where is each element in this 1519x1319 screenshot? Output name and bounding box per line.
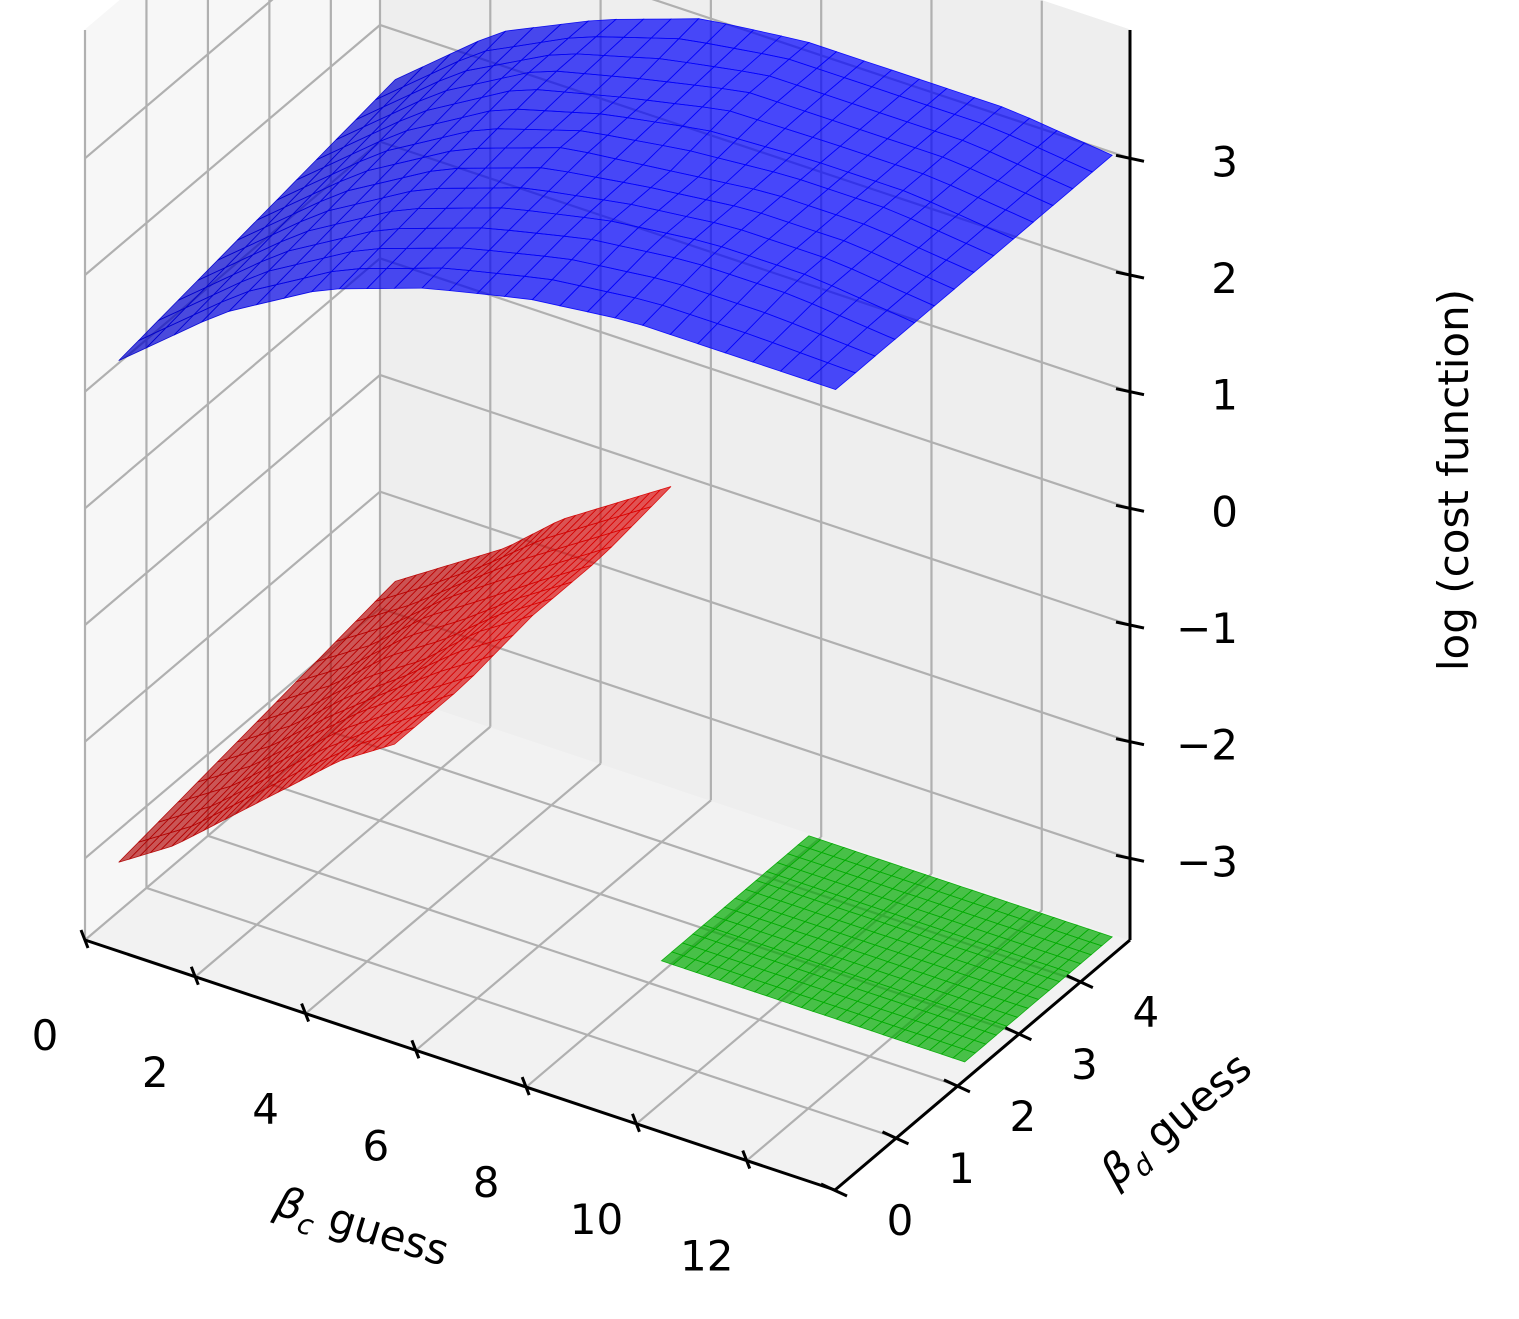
z-grid-line-left bbox=[84, 257, 381, 510]
z-tick bbox=[1115, 853, 1145, 863]
z-grid-line-back bbox=[379, 490, 1131, 743]
surface-facet bbox=[383, 727, 415, 748]
y-axis-title-rest: guess bbox=[1125, 1042, 1261, 1167]
y-tick-label: 4 bbox=[1132, 988, 1159, 1037]
z-tick-label: 1 bbox=[1211, 371, 1238, 420]
y-tick bbox=[1004, 1026, 1033, 1042]
surface-series-1 bbox=[118, 486, 672, 863]
z-tick-label: −1 bbox=[1176, 604, 1238, 653]
x-tick-label: 4 bbox=[252, 1085, 279, 1134]
z-grid-line-left bbox=[84, 0, 274, 160]
x-tick-label: 6 bbox=[363, 1121, 390, 1170]
x-tick bbox=[410, 1039, 421, 1059]
z-grid-line-left bbox=[84, 24, 381, 276]
z-tick-label: 3 bbox=[1211, 137, 1238, 186]
z-grid-line-back bbox=[379, 607, 1131, 860]
y-tick bbox=[820, 1182, 848, 1198]
y-tick-label: 2 bbox=[1010, 1092, 1037, 1141]
y-tick-label: 1 bbox=[948, 1144, 975, 1193]
x-tick bbox=[520, 1076, 531, 1096]
z-tick bbox=[1115, 620, 1145, 630]
z-tick bbox=[1115, 387, 1145, 397]
y-grid-line-floor bbox=[146, 886, 897, 1139]
y-tick bbox=[943, 1078, 971, 1094]
z-tick bbox=[1115, 503, 1145, 513]
surface-facet bbox=[952, 1048, 976, 1063]
x-tick bbox=[300, 1002, 310, 1023]
z-tick-label: 2 bbox=[1211, 254, 1238, 303]
surface-series-2 bbox=[660, 835, 1114, 1063]
surface-facet bbox=[807, 362, 857, 391]
x-tick-label: 10 bbox=[570, 1195, 623, 1244]
y-tick-label: 3 bbox=[1071, 1040, 1098, 1089]
z-tick bbox=[1115, 737, 1145, 747]
z-tick-label: −2 bbox=[1176, 721, 1238, 770]
surface-series-0 bbox=[118, 18, 1113, 391]
z-grid-line-back bbox=[379, 373, 1131, 627]
x-axis-title-rest: guess bbox=[310, 1189, 455, 1276]
z-tick bbox=[1115, 153, 1145, 163]
y-axis-title: βd guess bbox=[1090, 1042, 1265, 1202]
z-grid-line-left bbox=[84, 490, 381, 743]
y-tick bbox=[1066, 974, 1094, 990]
x-tick bbox=[631, 1113, 641, 1133]
surfaces bbox=[118, 18, 1114, 1063]
x-tick bbox=[189, 966, 200, 986]
x-tick-label: 0 bbox=[32, 1011, 59, 1060]
x-tick-label: 12 bbox=[680, 1232, 733, 1281]
z-tick-label: −3 bbox=[1176, 837, 1238, 886]
y-tick bbox=[881, 1130, 910, 1146]
z-grid-line-back bbox=[379, 257, 1131, 510]
y-grid-line-floor bbox=[207, 834, 959, 1087]
x-axis-line bbox=[84, 938, 836, 1192]
z-tick-label: 0 bbox=[1211, 487, 1238, 536]
x-tick bbox=[741, 1150, 752, 1170]
x-tick-label: 8 bbox=[473, 1158, 500, 1207]
z-grid-line-left bbox=[84, 374, 381, 626]
x-axis-title: βc guess bbox=[267, 1176, 455, 1282]
x-tick-label: 2 bbox=[142, 1048, 169, 1097]
x-tick bbox=[79, 929, 90, 949]
z-axis-title: log (cost function) bbox=[1429, 289, 1478, 671]
z-tick bbox=[1115, 270, 1145, 280]
y-tick-label: 0 bbox=[887, 1196, 914, 1245]
